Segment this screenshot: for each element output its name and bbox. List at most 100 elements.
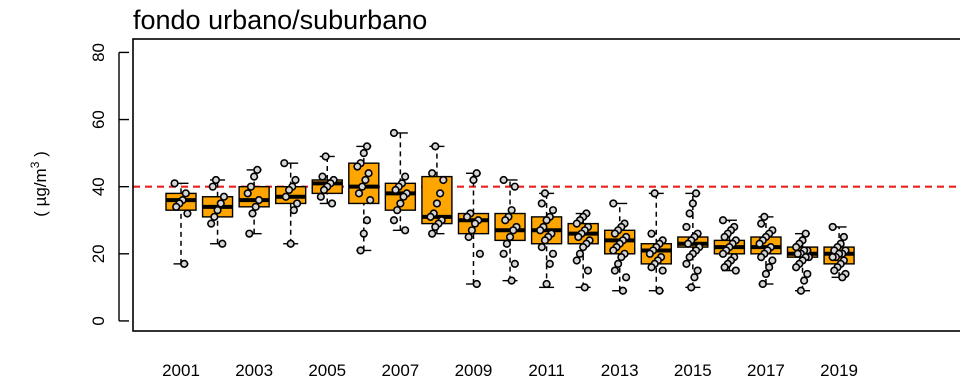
point-2002-4 — [213, 206, 222, 215]
point-2011-9 — [540, 236, 550, 245]
point-2011-1 — [537, 199, 546, 208]
point-2006-6 — [358, 182, 367, 191]
point-2013-11 — [617, 253, 626, 262]
point-2013-9 — [609, 246, 618, 255]
point-2009-9 — [472, 279, 481, 289]
x-tick-label-2005: 2005 — [308, 361, 346, 380]
svg-text:( µg/m3 ): ( µg/m3 ) — [28, 151, 50, 217]
point-2001-0 — [170, 179, 179, 188]
chart-title: fondo urbano/suburbano — [133, 5, 427, 35]
point-2012-11 — [575, 249, 585, 258]
point-2008-1 — [428, 169, 437, 178]
point-2009-0 — [472, 169, 481, 178]
x-tick-label-2003: 2003 — [235, 361, 273, 380]
point-2015-15 — [687, 283, 696, 292]
point-2009-5 — [470, 219, 480, 228]
point-2016-14 — [731, 266, 740, 275]
point-2006-7 — [354, 189, 364, 198]
point-2018-0 — [801, 229, 810, 238]
point-2009-1 — [469, 175, 478, 185]
point-2008-3 — [436, 189, 445, 198]
point-2012-13 — [583, 266, 593, 275]
y-tick-label-20: 20 — [89, 244, 108, 263]
point-2005-5 — [319, 185, 329, 195]
point-2007-6 — [399, 192, 408, 201]
point-2018-3 — [792, 242, 801, 252]
point-2013-12 — [614, 259, 623, 268]
point-2016-13 — [720, 263, 729, 272]
point-2008-2 — [439, 175, 448, 185]
point-2004-4 — [281, 192, 290, 201]
x-tick-label-2007: 2007 — [381, 361, 419, 380]
point-2006-0 — [362, 142, 372, 151]
point-2017-13 — [761, 269, 771, 279]
point-2004-5 — [292, 199, 302, 208]
point-2009-6 — [467, 226, 476, 235]
point-2003-0 — [253, 165, 262, 174]
x-tick-label-2019: 2019 — [820, 361, 858, 380]
point-2010-9 — [499, 249, 508, 258]
point-2007-7 — [396, 199, 405, 208]
point-2018-12 — [792, 263, 801, 272]
point-2007-0 — [389, 128, 399, 138]
point-2009-7 — [464, 232, 473, 242]
point-2019-13 — [830, 266, 839, 275]
point-2014-12 — [655, 286, 664, 295]
point-2013-4 — [610, 229, 620, 238]
point-2004-7 — [286, 239, 295, 248]
point-2010-6 — [509, 226, 518, 235]
point-2014-0 — [650, 189, 659, 198]
point-2006-1 — [359, 149, 368, 158]
point-2003-5 — [251, 202, 260, 211]
point-2016-9 — [718, 249, 728, 258]
point-2017-1 — [757, 219, 766, 228]
point-2002-0 — [211, 175, 221, 185]
point-2012-3 — [572, 219, 581, 228]
point-2008-0 — [431, 142, 440, 151]
point-2011-12 — [545, 259, 554, 268]
point-2002-1 — [208, 182, 217, 191]
point-2008-9 — [431, 222, 440, 232]
point-2010-2 — [507, 206, 516, 215]
point-2013-0 — [609, 199, 618, 208]
plot-area: 0 20 40 60 80 2001 2003 2005 2007 2009 2011 2013 201… — [89, 38, 960, 380]
point-2001-5 — [183, 209, 192, 218]
y-tick-label-80: 80 — [89, 43, 108, 62]
point-2007-10 — [401, 226, 410, 235]
x-tick-label-2011: 2011 — [528, 361, 565, 380]
point-2006-4 — [364, 169, 373, 178]
point-2010-1 — [510, 182, 519, 191]
point-2002-7 — [218, 239, 227, 248]
point-2008-10 — [428, 229, 437, 238]
point-2017-0 — [760, 212, 769, 221]
point-2014-11 — [658, 266, 667, 275]
point-2006-10 — [359, 229, 368, 238]
point-2013-14 — [622, 273, 631, 282]
point-2006-11 — [356, 246, 365, 255]
point-2010-8 — [502, 239, 511, 248]
y-tick-label-40: 40 — [89, 177, 108, 196]
point-2015-12 — [682, 259, 691, 268]
point-2009-8 — [475, 249, 484, 258]
point-2014-6 — [645, 249, 654, 258]
point-2010-10 — [510, 259, 519, 268]
point-2018-14 — [800, 276, 809, 285]
point-2014-10 — [647, 263, 656, 272]
point-2015-2 — [685, 209, 694, 218]
point-2017-11 — [768, 256, 777, 265]
point-2004-6 — [289, 206, 298, 215]
point-2002-6 — [207, 219, 216, 228]
point-2010-0 — [499, 175, 508, 185]
point-2006-5 — [361, 175, 370, 185]
point-2011-2 — [548, 206, 558, 215]
point-2001-4 — [172, 202, 181, 211]
point-2011-10 — [537, 242, 546, 252]
point-2012-14 — [580, 283, 589, 292]
x-tick-label-2017: 2017 — [747, 361, 785, 380]
point-2006-9 — [362, 216, 372, 225]
point-2013-15 — [618, 286, 628, 295]
point-2001-6 — [180, 259, 189, 268]
point-2018-7 — [793, 249, 802, 258]
point-2011-4 — [542, 216, 551, 225]
